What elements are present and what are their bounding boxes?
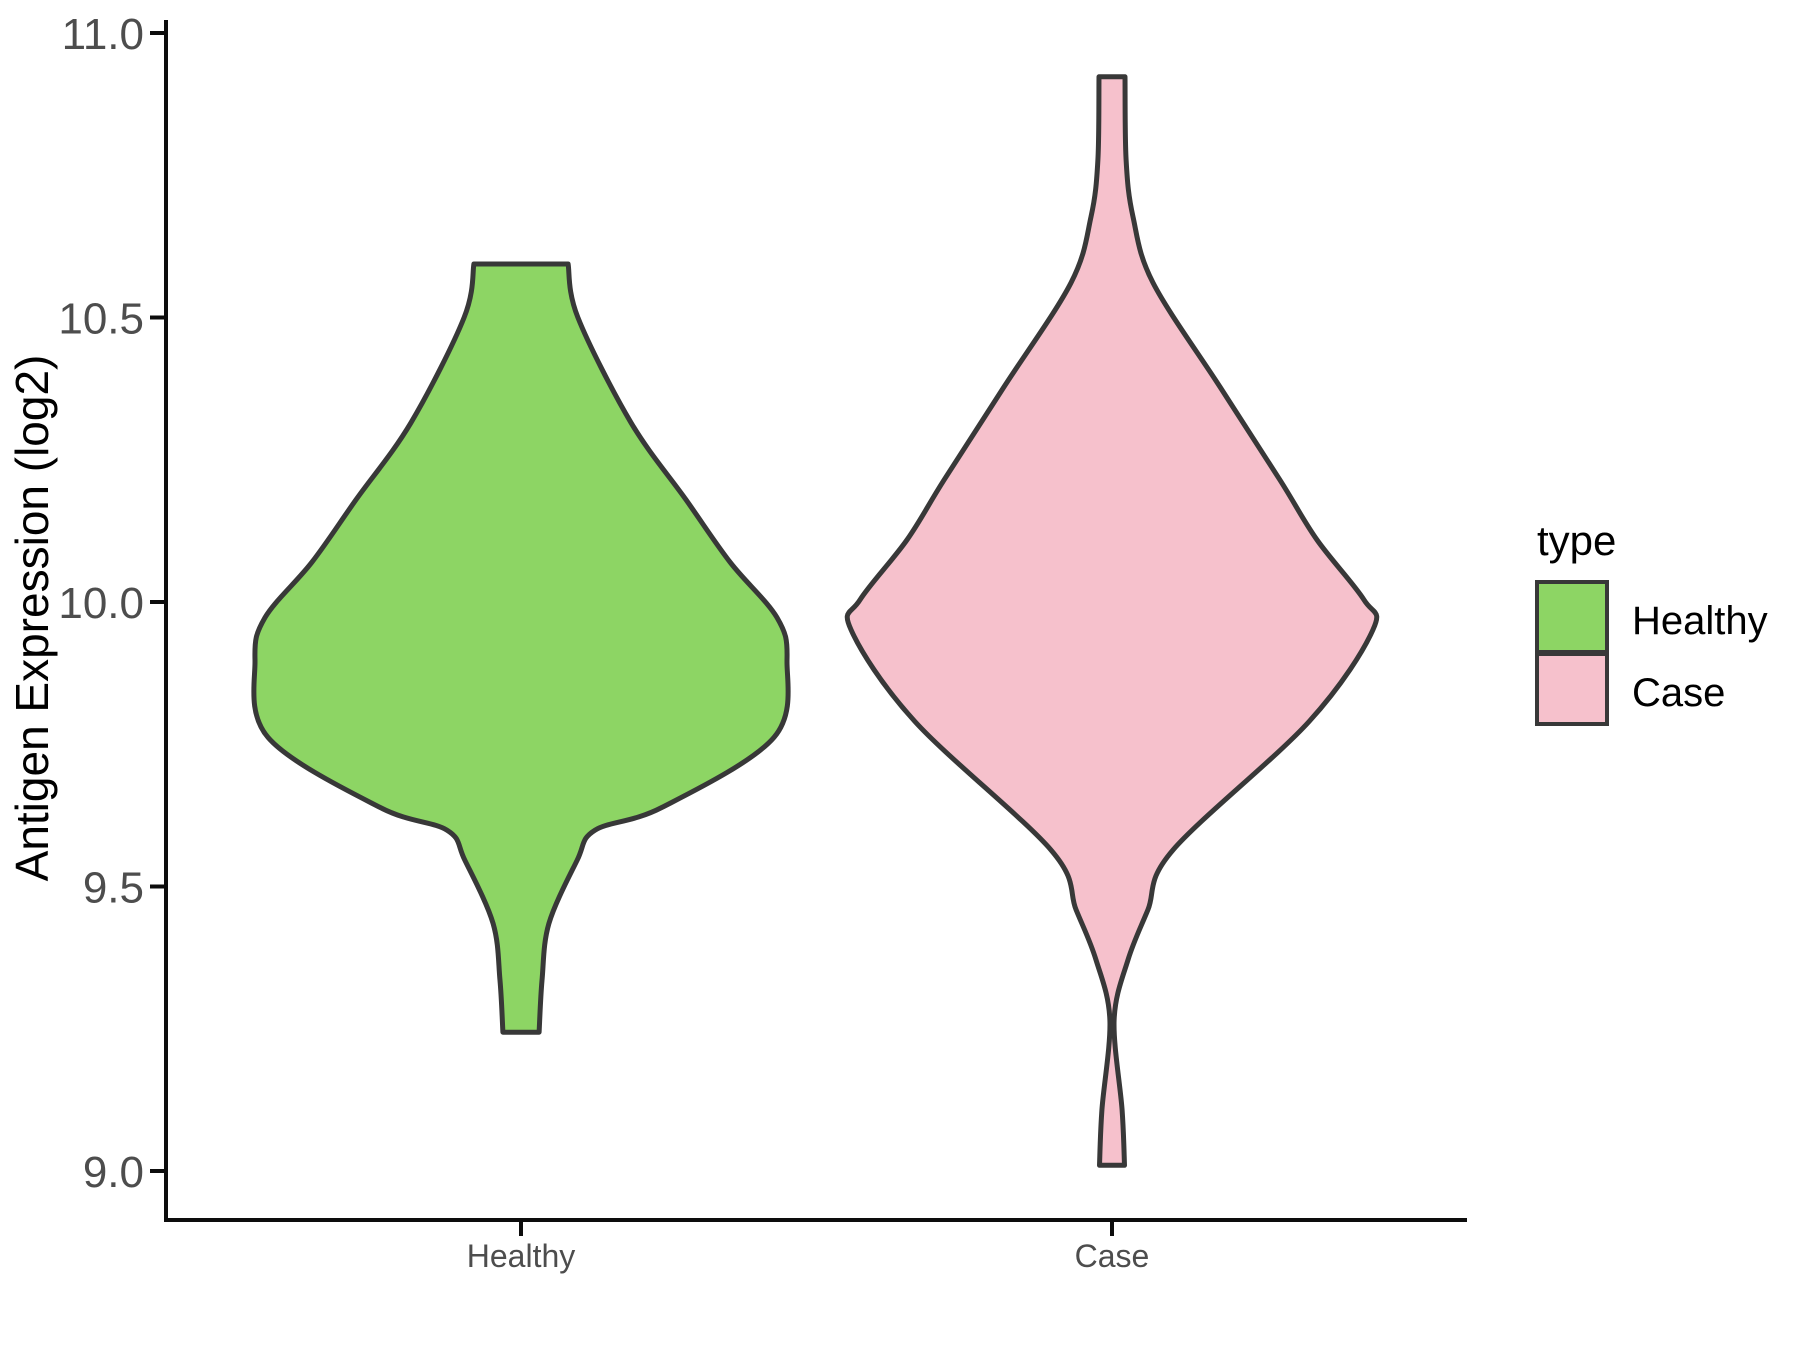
legend-label-healthy: Healthy [1632,599,1768,643]
legend-entries: Healthy Case [1535,580,1768,726]
legend-title: type [1537,517,1616,564]
y-axis-title: Antigen Expression (log2) [6,355,58,882]
legend-key-healthy [1535,580,1609,654]
y-tick-label: 11.0 [62,10,144,59]
x-axis-ticks: Healthy Case [467,1220,1150,1274]
violin-healthy [251,261,791,1035]
y-tick-label: 10.0 [58,579,144,628]
y-axis-ticks: 11.0 10.5 10.0 9.5 9.0 [58,10,166,1197]
legend-label-case: Case [1632,671,1725,715]
y-tick-label: 9.0 [83,1148,144,1197]
y-tick-label: 9.5 [83,864,144,913]
legend: type Healthy Case [1535,517,1768,726]
x-tick-label-case: Case [1075,1238,1150,1274]
y-tick-label: 10.5 [58,295,144,344]
violins [251,74,1380,1168]
violin-case [844,74,1380,1168]
x-tick-label-healthy: Healthy [467,1238,576,1274]
legend-key-case [1535,652,1609,726]
